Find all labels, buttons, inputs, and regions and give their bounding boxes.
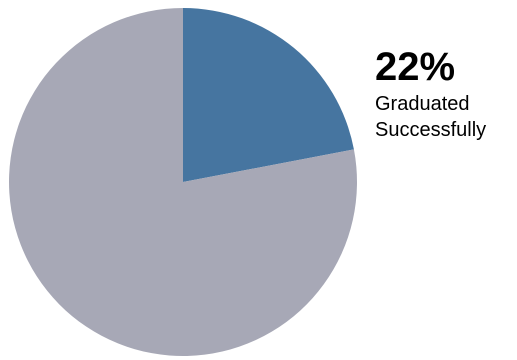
callout-label-line-1: Graduated [375,93,470,115]
pie-slice-remainder [9,8,358,357]
callout-label-line-2: Successfully [375,119,487,141]
callout: 22% Graduated Successfully [375,44,486,142]
callout-percentage: 22% [375,45,456,89]
pie-slice-graduated [183,8,354,182]
